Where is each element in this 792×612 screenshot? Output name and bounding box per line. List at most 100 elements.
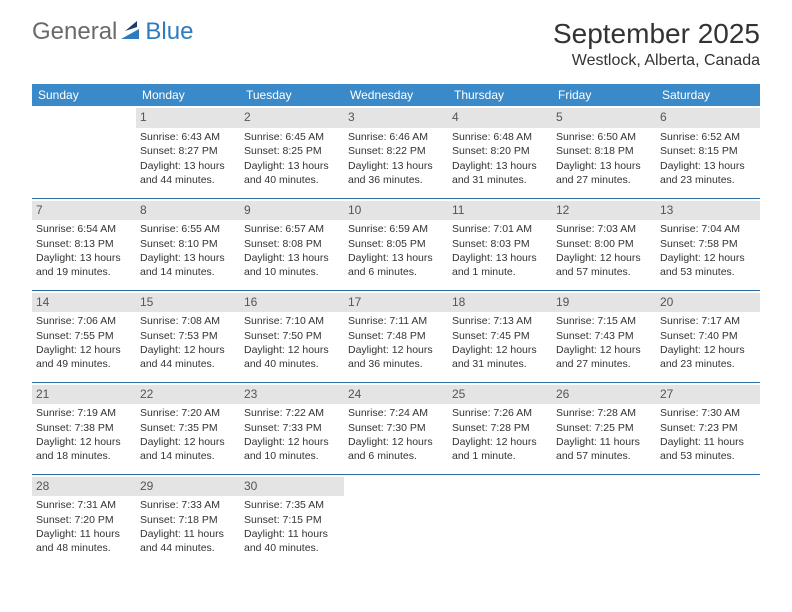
daylight-label: Daylight: 13 hours and 31 minutes.: [452, 160, 548, 187]
daylight-label: Daylight: 12 hours and 23 minutes.: [660, 344, 756, 371]
calendar-cell: 21Sunrise: 7:19 AMSunset: 7:38 PMDayligh…: [32, 382, 136, 474]
sunset-label: Sunset: 8:05 PM: [348, 238, 444, 252]
calendar-cell: 19Sunrise: 7:15 AMSunset: 7:43 PMDayligh…: [552, 290, 656, 382]
day-number: 23: [240, 385, 344, 405]
calendar-cell: 29Sunrise: 7:33 AMSunset: 7:18 PMDayligh…: [136, 474, 240, 566]
sunset-label: Sunset: 8:18 PM: [556, 145, 652, 159]
sunset-label: Sunset: 7:58 PM: [660, 238, 756, 252]
sunrise-label: Sunrise: 6:46 AM: [348, 131, 444, 145]
day-number: 1: [136, 108, 240, 128]
day-number: 7: [32, 201, 136, 221]
calendar-table: Sunday Monday Tuesday Wednesday Thursday…: [32, 84, 760, 566]
daylight-label: Daylight: 12 hours and 49 minutes.: [36, 344, 132, 371]
daylight-label: Daylight: 13 hours and 44 minutes.: [140, 160, 236, 187]
sunrise-label: Sunrise: 6:54 AM: [36, 223, 132, 237]
daylight-label: Daylight: 13 hours and 27 minutes.: [556, 160, 652, 187]
daylight-label: Daylight: 12 hours and 10 minutes.: [244, 436, 340, 463]
day-number: 6: [656, 108, 760, 128]
sunset-label: Sunset: 7:18 PM: [140, 514, 236, 528]
calendar-cell: [552, 474, 656, 566]
sunset-label: Sunset: 7:38 PM: [36, 422, 132, 436]
sunrise-label: Sunrise: 7:08 AM: [140, 315, 236, 329]
location-label: Westlock, Alberta, Canada: [553, 52, 760, 70]
day-number: 14: [32, 293, 136, 313]
daylight-label: Daylight: 11 hours and 57 minutes.: [556, 436, 652, 463]
daylight-label: Daylight: 12 hours and 18 minutes.: [36, 436, 132, 463]
day-number: 15: [136, 293, 240, 313]
sunrise-label: Sunrise: 7:31 AM: [36, 499, 132, 513]
col-saturday: Saturday: [656, 84, 760, 106]
sunset-label: Sunset: 7:50 PM: [244, 330, 340, 344]
daylight-label: Daylight: 11 hours and 40 minutes.: [244, 528, 340, 555]
daylight-label: Daylight: 11 hours and 44 minutes.: [140, 528, 236, 555]
day-number: 24: [344, 385, 448, 405]
sunrise-label: Sunrise: 7:33 AM: [140, 499, 236, 513]
day-number: 9: [240, 201, 344, 221]
day-number: 10: [344, 201, 448, 221]
calendar-row: 1Sunrise: 6:43 AMSunset: 8:27 PMDaylight…: [32, 106, 760, 198]
calendar-cell: 14Sunrise: 7:06 AMSunset: 7:55 PMDayligh…: [32, 290, 136, 382]
sunset-label: Sunset: 8:10 PM: [140, 238, 236, 252]
sunset-label: Sunset: 7:53 PM: [140, 330, 236, 344]
calendar-cell: 15 Sunrise: 7:08 AMSunset: 7:53 PMDayligh…: [136, 290, 240, 382]
sunset-label: Sunset: 8:03 PM: [452, 238, 548, 252]
daylight-label: Daylight: 12 hours and 6 minutes.: [348, 436, 444, 463]
calendar-cell: 30Sunrise: 7:35 AMSunset: 7:15 PMDayligh…: [240, 474, 344, 566]
daylight-label: Daylight: 13 hours and 6 minutes.: [348, 252, 444, 279]
sunrise-label: Sunrise: 6:59 AM: [348, 223, 444, 237]
calendar-cell: 5Sunrise: 6:50 AMSunset: 8:18 PMDaylight…: [552, 106, 656, 198]
sunset-label: Sunset: 8:20 PM: [452, 145, 548, 159]
sunset-label: Sunset: 7:28 PM: [452, 422, 548, 436]
col-friday: Friday: [552, 84, 656, 106]
day-number: 3: [344, 108, 448, 128]
calendar-cell: 10 Sunrise: 6:59 AMSunset: 8:05 PMDayligh…: [344, 198, 448, 290]
sunrise-label: Sunrise: 6:43 AM: [140, 131, 236, 145]
day-number: 13: [656, 201, 760, 221]
day-number: 11: [448, 201, 552, 221]
daylight-label: Daylight: 11 hours and 53 minutes.: [660, 436, 756, 463]
sunset-label: Sunset: 8:27 PM: [140, 145, 236, 159]
calendar-cell: 3 Sunrise: 6:46 AMSunset: 8:22 PMDaylight…: [344, 106, 448, 198]
calendar-cell: 6Sunrise: 6:52 AMSunset: 8:15 PMDaylight…: [656, 106, 760, 198]
day-number: 17: [344, 293, 448, 313]
calendar-cell: 7Sunrise: 6:54 AMSunset: 8:13 PMDaylight…: [32, 198, 136, 290]
calendar-row: 14Sunrise: 7:06 AMSunset: 7:55 PMDayligh…: [32, 290, 760, 382]
daylight-label: Daylight: 12 hours and 31 minutes.: [452, 344, 548, 371]
sunset-label: Sunset: 7:43 PM: [556, 330, 652, 344]
day-number: 30: [240, 477, 344, 497]
sunset-label: Sunset: 8:13 PM: [36, 238, 132, 252]
sunset-label: Sunset: 7:40 PM: [660, 330, 756, 344]
calendar-cell: 2Sunrise: 6:45 AMSunset: 8:25 PMDaylight…: [240, 106, 344, 198]
day-number: 16: [240, 293, 344, 313]
title-block: September 2025 Westlock, Alberta, Canada: [553, 18, 760, 70]
daylight-label: Daylight: 12 hours and 1 minute.: [452, 436, 548, 463]
daylight-label: Daylight: 13 hours and 40 minutes.: [244, 160, 340, 187]
day-number: 2: [240, 108, 344, 128]
calendar-row: 28Sunrise: 7:31 AMSunset: 7:20 PMDayligh…: [32, 474, 760, 566]
day-number: 12: [552, 201, 656, 221]
daylight-label: Daylight: 12 hours and 44 minutes.: [140, 344, 236, 371]
month-title: September 2025: [553, 18, 760, 50]
calendar-cell: [32, 106, 136, 198]
sunset-label: Sunset: 7:33 PM: [244, 422, 340, 436]
calendar-cell: 18Sunrise: 7:13 AMSunset: 7:45 PMDayligh…: [448, 290, 552, 382]
day-number: 5: [552, 108, 656, 128]
daylight-label: Daylight: 11 hours and 48 minutes.: [36, 528, 132, 555]
sunset-label: Sunset: 8:22 PM: [348, 145, 444, 159]
calendar-cell: 25Sunrise: 7:26 AMSunset: 7:28 PMDayligh…: [448, 382, 552, 474]
day-number: 25: [448, 385, 552, 405]
calendar-row: 21Sunrise: 7:19 AMSunset: 7:38 PMDayligh…: [32, 382, 760, 474]
daylight-label: Daylight: 13 hours and 23 minutes.: [660, 160, 756, 187]
sunrise-label: Sunrise: 7:28 AM: [556, 407, 652, 421]
day-number: 20: [656, 293, 760, 313]
calendar-cell: [656, 474, 760, 566]
sunrise-label: Sunrise: 6:52 AM: [660, 131, 756, 145]
sunrise-label: Sunrise: 7:30 AM: [660, 407, 756, 421]
day-number: 22: [136, 385, 240, 405]
daylight-label: Daylight: 13 hours and 36 minutes.: [348, 160, 444, 187]
sunrise-label: Sunrise: 7:19 AM: [36, 407, 132, 421]
calendar-cell: 12Sunrise: 7:03 AMSunset: 8:00 PMDayligh…: [552, 198, 656, 290]
sunset-label: Sunset: 8:08 PM: [244, 238, 340, 252]
sunset-label: Sunset: 7:20 PM: [36, 514, 132, 528]
sunrise-label: Sunrise: 7:22 AM: [244, 407, 340, 421]
